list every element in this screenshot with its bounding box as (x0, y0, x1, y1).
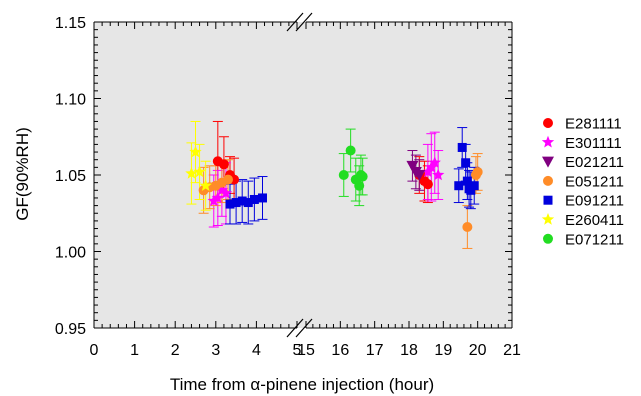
legend-item: E071211 (543, 231, 624, 248)
y-tick-label: 1.05 (55, 168, 86, 185)
plot-area (94, 22, 512, 328)
axis-break-bottom-left (286, 318, 304, 338)
legend-marker (543, 195, 553, 205)
data-point (466, 185, 476, 195)
legend-item: E021211 (542, 154, 624, 171)
data-point (225, 199, 235, 209)
x-tick-label: 3 (211, 342, 220, 359)
data-point (243, 198, 253, 208)
x-axis-label: Time from α-pinene injection (hour) (170, 375, 434, 394)
legend-marker (543, 118, 553, 128)
data-point (338, 170, 349, 180)
x-tick-label: 19 (434, 342, 452, 359)
legend-item: E301111 (541, 135, 622, 152)
data-point (472, 166, 483, 177)
y-tick-label: 1.00 (55, 245, 86, 262)
legend-label: E071211 (565, 231, 624, 248)
data-point (219, 186, 233, 199)
data-point (469, 181, 479, 191)
legend-marker (543, 175, 553, 186)
plot-background (94, 22, 512, 328)
data-point (462, 176, 472, 186)
x-tick-label: 18 (400, 342, 418, 359)
legend-label: E260411 (565, 212, 624, 229)
data-point (461, 158, 471, 168)
data-point (257, 193, 267, 203)
data-point (432, 168, 445, 181)
x-tick-label: 4 (252, 342, 261, 359)
legend-label: E281111 (565, 116, 622, 133)
data-point (462, 222, 473, 233)
legend-marker (541, 213, 555, 225)
y-tick-label: 1.10 (55, 92, 86, 109)
data-point (357, 171, 368, 182)
y-tick-label: 1.15 (55, 15, 86, 32)
data-point (457, 142, 467, 152)
data-point (428, 156, 441, 169)
axes: 0.95 1.00 1.05 1.10 1.15 0 1 2 3 4 515 16 17 18 19 20 21 (55, 12, 521, 359)
data-point (215, 183, 229, 196)
axis-break-bottom-right (295, 318, 313, 338)
data-point (199, 179, 212, 191)
x-tick-label: 2 (171, 342, 180, 359)
data-point (249, 194, 259, 204)
data-point (207, 194, 220, 207)
data-point (413, 170, 426, 181)
legend-label: E021211 (565, 154, 624, 171)
data-point (406, 160, 419, 172)
data-point (422, 179, 433, 190)
legend-item: E091211 (543, 193, 624, 210)
data-point (222, 174, 233, 185)
x-tick-label: 16 (331, 342, 349, 359)
legend-marker (541, 135, 555, 148)
axis-break-top-right (295, 12, 313, 32)
data-point (218, 159, 229, 170)
data-markers (185, 142, 483, 233)
legend-label: E091211 (565, 193, 624, 210)
data-point (231, 198, 241, 208)
legend-marker (542, 156, 554, 168)
data-point (211, 191, 225, 204)
x-tick-label: 15 (297, 342, 315, 359)
legend: E281111 E301111 E021211 E051211 E091211 E2604… (541, 116, 624, 248)
y-axis-label: GF(90%RH) (13, 127, 32, 221)
data-point (193, 165, 206, 178)
data-point (185, 166, 198, 179)
data-point (454, 181, 464, 191)
x-tick-label: 21 (503, 342, 521, 359)
legend-item: E051211 (543, 173, 624, 190)
legend-label: E051211 (565, 173, 624, 190)
legend-item: E260411 (541, 212, 624, 229)
data-point (354, 180, 365, 191)
legend-marker (543, 233, 553, 244)
data-point (189, 145, 202, 158)
legend-item: E281111 (543, 116, 622, 133)
x-tick-label: 0 (90, 342, 99, 359)
data-point (345, 145, 356, 156)
legend-label: E301111 (565, 135, 622, 152)
axis-break-top-left (286, 12, 304, 32)
x-tick-label: 1 (130, 342, 139, 359)
x-tick-label: 17 (366, 342, 384, 359)
data-point (237, 196, 247, 206)
y-tick-label: 0.95 (55, 321, 86, 338)
x-tick-label: 5 (293, 342, 302, 359)
x-tick-label: 20 (469, 342, 487, 359)
